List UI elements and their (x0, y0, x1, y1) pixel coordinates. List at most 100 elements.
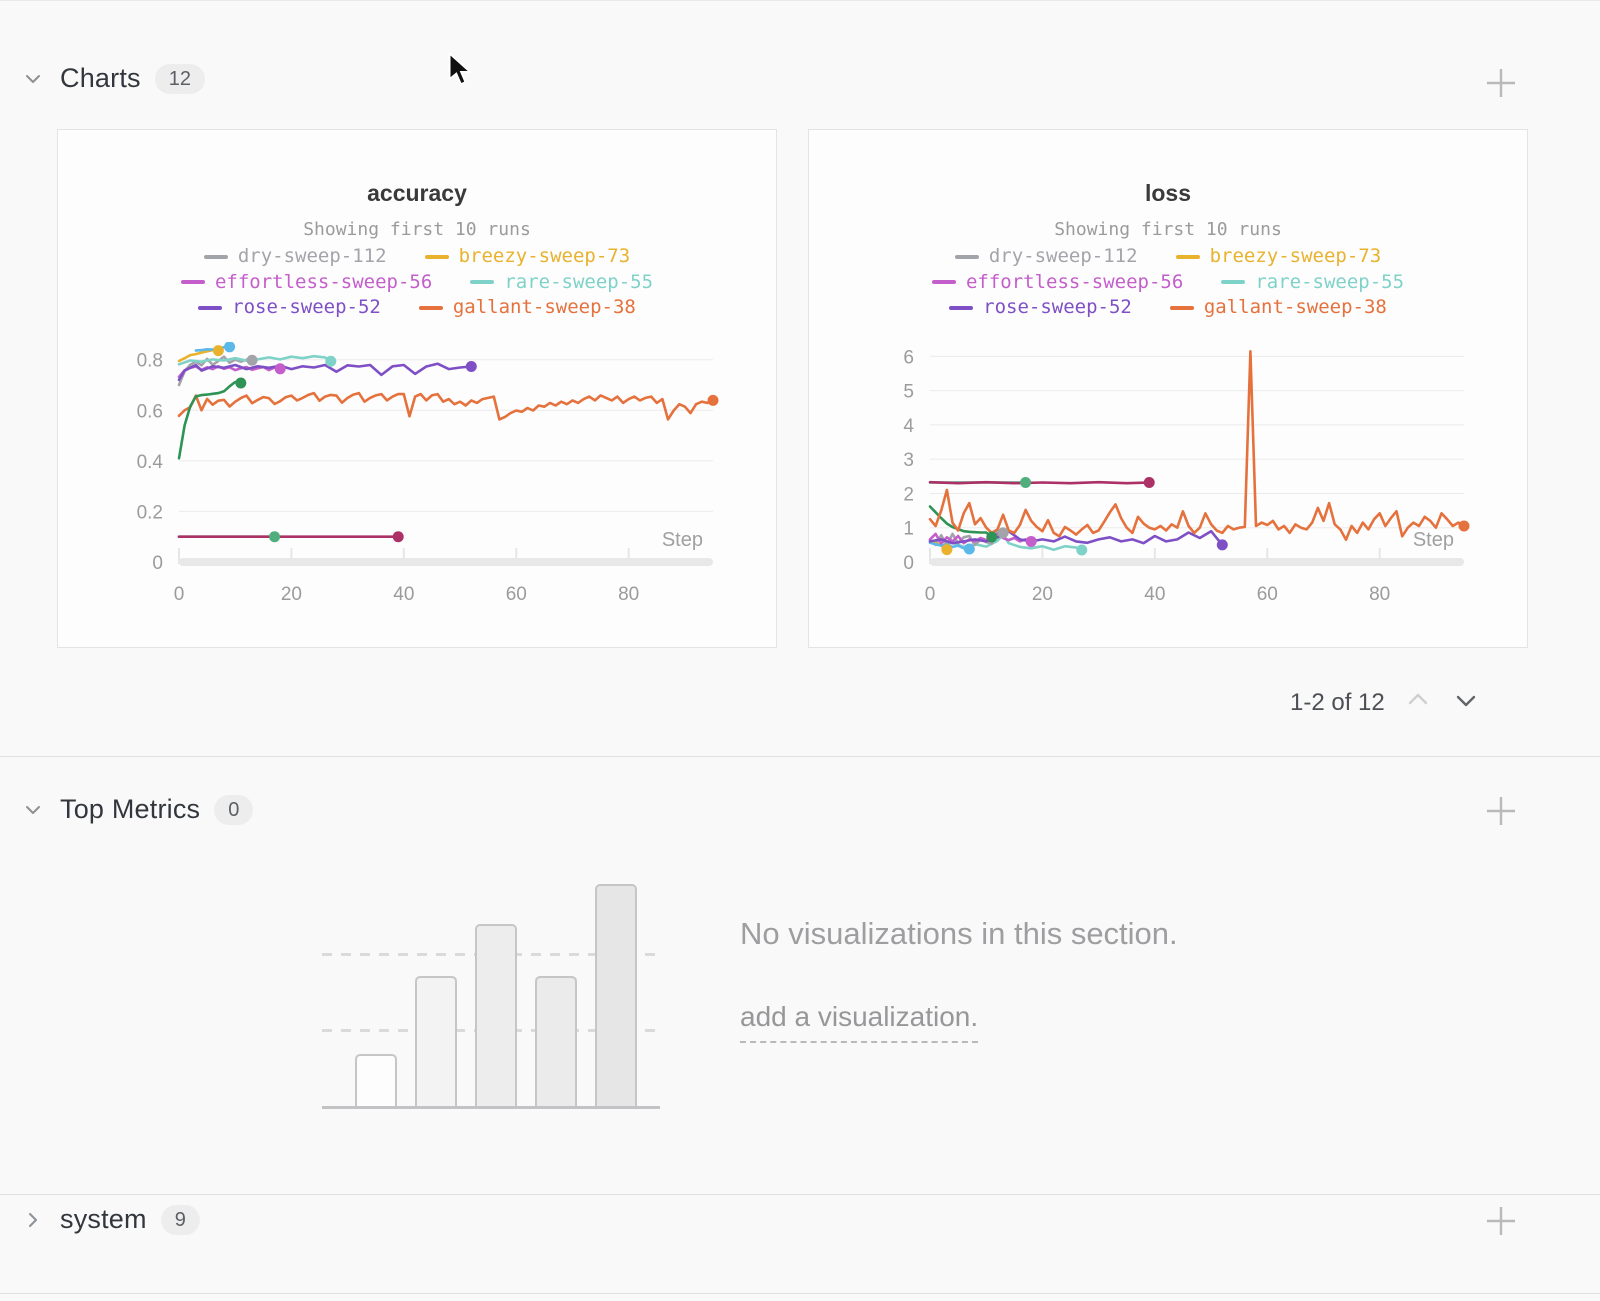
pagination-next-button chevron-down-icon[interactable] (1451, 687, 1481, 718)
add-panel-button-system[interactable] (1483, 1203, 1519, 1239)
x-axis-baseline (179, 558, 713, 566)
legend-run-label: breezy-sweep-73 (458, 245, 631, 267)
section-title-system: system (60, 1204, 147, 1234)
series-end-dot (212, 345, 224, 357)
y-axis-tick-label: 3 (903, 450, 914, 471)
legend-item[interactable]: rose-sweep-52 (949, 295, 1132, 321)
series-end-dot (392, 531, 404, 543)
x-axis-tick-label: 80 (1369, 584, 1390, 604)
legend-swatch-icon (203, 254, 228, 259)
y-axis-tick-label: 0.8 (137, 351, 163, 372)
legend-run-label: rose-sweep-52 (232, 296, 381, 318)
series-line (177, 380, 243, 460)
legend-swatch-icon (198, 305, 223, 310)
series-end-dot (246, 354, 258, 366)
series-end-dot (941, 544, 953, 556)
legend-swatch-icon (1175, 254, 1200, 259)
x-axis-tick-label: 40 (393, 584, 414, 604)
y-axis-tick-label: 6 (903, 347, 914, 368)
x-axis-tick-label: 0 (925, 584, 936, 604)
empty-section-bar-chart-illustration (322, 861, 660, 1109)
series-end-dot (963, 543, 975, 555)
series-end-dot (269, 531, 281, 543)
section-divider (0, 1194, 1600, 1195)
section-count-badge-system: 9 (160, 1204, 200, 1235)
legend-run-label: effortless-sweep-56 (214, 270, 433, 293)
series-line (928, 505, 994, 539)
legend-run-label: dry-sweep-112 (237, 245, 387, 267)
chart-legend: dry-sweep-112 breezy-sweep-73 effortless-s… (58, 244, 776, 321)
legend-item[interactable]: breezy-sweep-73 (424, 244, 631, 270)
series-end-dot (235, 377, 247, 389)
placeholder-bar (595, 884, 637, 1106)
placeholder-bar (415, 976, 457, 1106)
chart-panel-accuracy[interactable]: accuracy Showing first 10 runs dry-sweep… (57, 129, 777, 648)
legend-item[interactable]: gallant-sweep-38 (1169, 295, 1387, 321)
y-axis-tick-label: 0.6 (137, 401, 163, 422)
series-end-dot (1076, 544, 1088, 556)
legend-run-label: gallant-sweep-38 (452, 296, 636, 318)
legend-item[interactable]: rare-sweep-55 (470, 270, 653, 296)
x-axis-title: Step (662, 529, 703, 551)
series-end-dot (997, 527, 1009, 539)
y-axis-tick-label: 2 (903, 484, 914, 505)
chart-panel-loss[interactable]: loss Showing first 10 runs dry-sweep-112… (808, 129, 1528, 648)
legend-run-label: rare-sweep-55 (1255, 270, 1405, 293)
series-end-dot (325, 355, 337, 367)
series-line (928, 350, 1466, 541)
chart-subtitle: Showing first 10 runs (303, 219, 531, 240)
legend-item[interactable]: rose-sweep-52 (198, 295, 381, 321)
placeholder-bars (355, 884, 637, 1106)
series-end-dot (465, 361, 477, 373)
y-axis-tick-label: 0 (903, 553, 914, 574)
y-axis-tick-label: 5 (903, 382, 914, 403)
series-line (928, 532, 1033, 545)
section-header-top-metrics[interactable]: Top Metrics 0 (20, 794, 254, 825)
series-line (177, 354, 333, 366)
series-end-dot (1458, 520, 1470, 532)
legend-item[interactable]: breezy-sweep-73 (1175, 244, 1382, 270)
x-axis-tick-label: 0 (174, 584, 185, 604)
add-panel-button-charts[interactable] (1483, 65, 1519, 101)
series-line (928, 529, 1005, 547)
legend-run-label: gallant-sweep-38 (1203, 296, 1387, 318)
chevron-right-icon (20, 1207, 46, 1233)
legend-swatch-icon (949, 305, 974, 310)
y-axis-tick-label: 0.4 (137, 452, 164, 473)
add-panel-button-top-metrics[interactable] (1483, 793, 1519, 829)
legend-run-label: breezy-sweep-73 (1209, 245, 1382, 267)
legend-item[interactable]: effortless-sweep-56 (931, 270, 1183, 296)
placeholder-bar (355, 1054, 397, 1106)
series-end-dot (986, 531, 998, 543)
x-axis-tick-label: 80 (618, 584, 639, 604)
line-chart-plot: 0 0.2 0.4 0.6 0.8 0 20 40 60 80 Step (137, 342, 719, 604)
y-axis-tick-label: 0.2 (137, 502, 163, 523)
x-axis-title: Step (1413, 529, 1454, 551)
series-line (194, 345, 231, 352)
panel-pagination: 1-2 of 12 (1290, 687, 1510, 718)
add-visualization-link[interactable]: add a visualization. (740, 1001, 979, 1043)
legend-item[interactable]: dry-sweep-112 (203, 244, 387, 270)
chart-legend: dry-sweep-112 breezy-sweep-73 effortless-s… (809, 244, 1527, 321)
x-axis-tick-label: 40 (1144, 584, 1165, 604)
pagination-prev-button chevron-up-icon[interactable] (1403, 687, 1433, 718)
series-line (928, 480, 1151, 485)
legend-swatch-icon (180, 280, 205, 285)
legend-swatch-icon (418, 305, 443, 310)
section-header-system[interactable]: system 9 (20, 1204, 200, 1235)
legend-item[interactable]: dry-sweep-112 (954, 244, 1138, 270)
y-axis-tick-label: 0 (152, 553, 163, 574)
legend-run-label: dry-sweep-112 (988, 245, 1138, 267)
placeholder-bar (475, 924, 517, 1106)
section-divider (0, 1293, 1600, 1294)
section-header-charts[interactable]: Charts 12 (20, 63, 205, 94)
x-axis-baseline (930, 558, 1464, 566)
chart-subtitle: Showing first 10 runs (1054, 219, 1282, 240)
series-end-dot (224, 342, 236, 353)
legend-item[interactable]: effortless-sweep-56 (180, 270, 433, 296)
chart-title: loss (1144, 180, 1192, 206)
legend-item[interactable]: gallant-sweep-38 (418, 295, 636, 321)
series-end-dot (1020, 476, 1032, 488)
legend-item[interactable]: rare-sweep-55 (1221, 270, 1404, 296)
